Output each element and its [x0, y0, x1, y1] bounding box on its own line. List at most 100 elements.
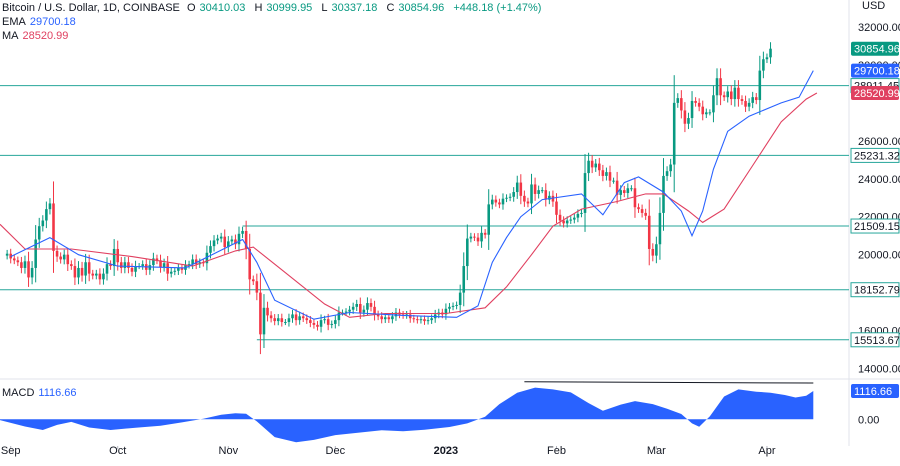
candle-body	[719, 78, 722, 96]
candle-body	[301, 316, 305, 319]
candle-body	[109, 264, 112, 267]
candle-body	[230, 239, 234, 242]
candle-body	[587, 160, 590, 174]
candle-body	[498, 202, 501, 205]
candle-body	[501, 198, 505, 205]
candle-body	[255, 281, 259, 293]
candle-body	[630, 188, 633, 190]
macd-value: 1116.66	[38, 387, 77, 399]
candle-body	[515, 182, 519, 193]
candle-body	[152, 258, 155, 266]
candle-body	[612, 180, 615, 182]
candle-body	[212, 240, 216, 247]
candle-body	[287, 318, 291, 323]
candle-body	[312, 322, 316, 325]
candle-body	[173, 270, 177, 272]
ohlc-low-value: 30337.18	[331, 2, 378, 14]
candle-body	[234, 239, 237, 245]
candle-body	[537, 190, 540, 194]
candle-body	[316, 324, 319, 327]
time-tick-label: Oct	[109, 445, 126, 457]
last-price-tag-bg	[851, 41, 899, 56]
candle-body	[555, 201, 558, 215]
price-tick-label: 26000.00	[858, 136, 900, 148]
candle-body	[530, 184, 533, 204]
candle-body	[52, 203, 55, 251]
candle-body	[87, 262, 91, 274]
candle-body	[194, 259, 198, 265]
candle-body	[62, 254, 66, 260]
candle-body	[55, 250, 59, 257]
level-tag-label: 15513.67	[854, 335, 900, 347]
candle-body	[633, 188, 637, 208]
candle-body	[77, 267, 80, 278]
candle-body	[120, 262, 123, 268]
candle-body	[276, 318, 280, 322]
candle-body	[34, 239, 37, 268]
candle-body	[355, 304, 359, 307]
candle-body	[533, 184, 537, 194]
candle-body	[754, 97, 758, 101]
candle-body	[323, 319, 326, 321]
candle-body	[127, 262, 130, 268]
ma-label: MA	[2, 30, 19, 42]
candle-body	[690, 100, 694, 119]
candle-body	[112, 248, 116, 267]
candle-body	[615, 180, 619, 195]
candle-body	[473, 236, 476, 238]
candle-body	[394, 312, 398, 317]
candle-body	[98, 273, 102, 280]
candle-body	[241, 230, 244, 234]
candle-body	[562, 220, 565, 224]
candle-body	[80, 267, 84, 276]
candle-body	[769, 48, 772, 58]
candle-body	[366, 303, 369, 310]
candle-body	[20, 262, 23, 268]
candle-body	[637, 207, 640, 210]
ema-line	[10, 70, 814, 320]
candle-body	[23, 261, 27, 268]
legend-ma[interactable]: MA 28520.99	[2, 29, 74, 43]
candle-body	[490, 199, 494, 205]
time-tick-label: Sep	[1, 445, 21, 457]
ohlc-low-key: L	[321, 2, 328, 14]
candle-body	[758, 70, 762, 101]
candle-body	[180, 267, 184, 270]
ma-tag: 28520.99	[854, 88, 900, 100]
candle-body	[376, 314, 380, 317]
ohlc-close-key: C	[386, 2, 395, 14]
candle-body	[590, 160, 594, 168]
candle-body	[373, 306, 376, 315]
candle-body	[644, 212, 647, 216]
candle-body	[744, 100, 747, 107]
price-tick-label: 32000.00	[858, 22, 900, 34]
candle-body	[70, 264, 73, 267]
time-tick-label-year: 2023	[434, 445, 458, 457]
legend-ema[interactable]: EMA 29700.18	[2, 15, 82, 29]
candle-body	[305, 318, 309, 321]
candle-body	[369, 303, 373, 307]
candle-body	[583, 173, 587, 213]
candle-body	[391, 316, 394, 320]
candle-body	[59, 256, 62, 260]
candle-body	[45, 209, 48, 221]
candle-body	[605, 172, 608, 176]
candle-body	[191, 259, 194, 265]
candle-body	[548, 195, 551, 200]
candle-body	[362, 309, 366, 313]
candle-body	[326, 319, 330, 325]
candle-body	[248, 248, 251, 280]
candle-body	[102, 273, 105, 280]
candle-body	[483, 232, 487, 235]
candle-body	[601, 170, 605, 176]
candle-body	[658, 212, 662, 245]
candle-body	[480, 232, 483, 242]
macd-tag-bg	[851, 384, 899, 399]
legend-macd[interactable]: MACD 1116.66	[2, 386, 83, 400]
candle-body	[544, 190, 548, 200]
candle-body	[269, 315, 273, 319]
price-tick-label: 24000.00	[858, 174, 900, 186]
candle-body	[291, 314, 294, 319]
candle-body	[665, 171, 669, 176]
